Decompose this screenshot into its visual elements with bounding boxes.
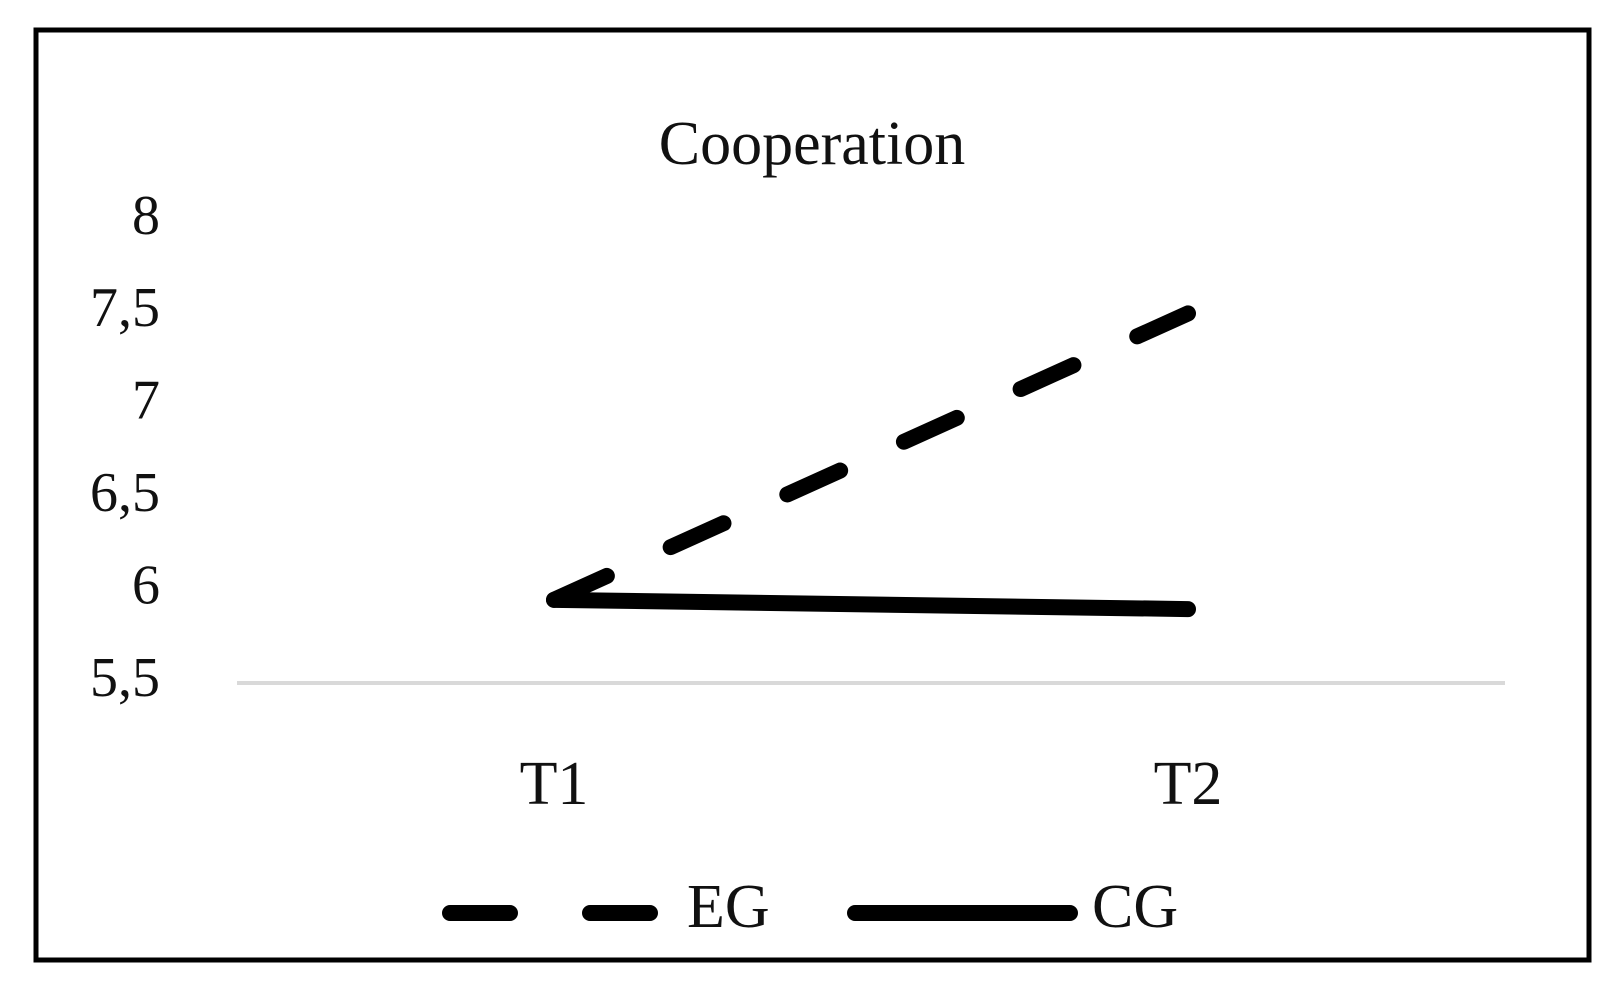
y-tick-label: 7 bbox=[132, 370, 160, 432]
y-tick-label: 8 bbox=[132, 185, 160, 247]
y-tick-label: 5,5 bbox=[90, 647, 160, 709]
chart-frame bbox=[33, 27, 1592, 963]
y-tick-label: 7,5 bbox=[90, 277, 160, 339]
y-tick-label: 6 bbox=[132, 554, 160, 616]
series-line bbox=[546, 591, 1196, 618]
legend-label: EG bbox=[687, 873, 770, 941]
x-tick-label: T1 bbox=[520, 750, 589, 818]
chart-title: Cooperation bbox=[659, 110, 966, 178]
y-tick-label: 6,5 bbox=[90, 462, 160, 524]
x-tick-label: T2 bbox=[1154, 750, 1223, 818]
legend-label: CG bbox=[1092, 873, 1178, 941]
